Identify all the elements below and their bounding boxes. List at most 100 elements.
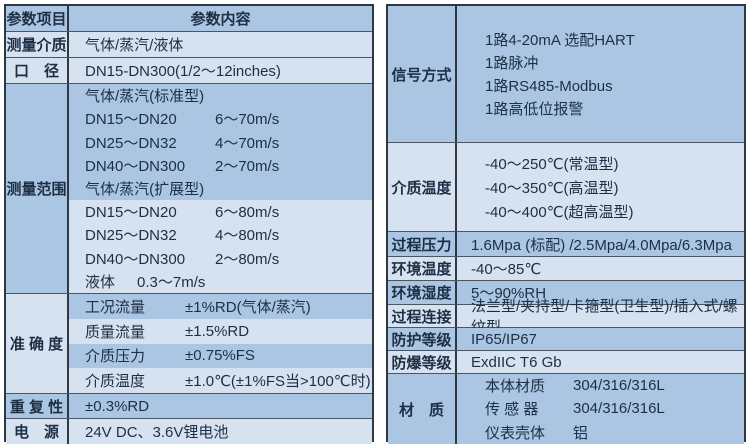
spec-line-value: ±1%RD(气体/蒸汽) (185, 298, 311, 316)
row-ambient-temperature: 环境温度 -40～85℃ (388, 257, 744, 281)
spec-line: DN25～DN32 4～80m/s (69, 223, 372, 247)
spec-line: 1路高低位报警 (485, 101, 584, 118)
row-medium-temperature: 介质温度 -40～250℃(常温型) -40～350℃(高温型) -40～400… (388, 143, 744, 232)
row-value: 法兰型/夹持型/卡箍型(卫生型)/插入式/螺纹型 (457, 298, 744, 336)
spec-line: 介质温度 ±1.0℃(±1%FS当>100℃时) (69, 368, 372, 393)
spec-line-name: DN25～DN32 (85, 134, 177, 152)
row-label: 过程压力 (388, 232, 457, 256)
row-label: 测量介质 (6, 32, 69, 57)
left-table-header-row: 参数项目 参数内容 (6, 6, 372, 32)
accuracy-lines: 工况流量 ±1%RD(气体/蒸汽) 质量流量 ±1.5%RD 介质压力 ±0.7… (69, 294, 372, 393)
row-measuring-range: 测量范围 气体/蒸汽(标准型) DN15～DN20 6～70m/s DN25～D… (6, 84, 372, 294)
spec-line-name: 气体/蒸汽(标准型) (85, 88, 205, 106)
spec-line: 仪表壳体 铝 (471, 421, 744, 444)
signal-mode-lines: 1路4-20mA 选配HART 1路脉冲 1路RS485-Modbus 1路高低… (457, 6, 744, 142)
spec-line: 1路脉冲 (485, 55, 539, 72)
spec-line: DN15～DN20 6～80m/s (69, 200, 372, 224)
spec-line: 工况流量 ±1%RD(气体/蒸汽) (69, 294, 372, 319)
spec-line-value: 4～80m/s (215, 227, 280, 245)
row-value: 气体/蒸汽/液体 (69, 32, 372, 57)
row-label: 防护等级 (388, 328, 457, 350)
row-label: 信号方式 (388, 6, 457, 142)
spec-line: 1路4-20mA 选配HART (485, 32, 635, 49)
spec-line-value: 0.3～7m/s (137, 273, 206, 291)
spec-line: 本体材质 304/316/316L (471, 374, 744, 397)
row-value: ExdIIC T6 Gb (457, 351, 744, 373)
spec-line-name: 介质温度 (85, 373, 146, 391)
spec-line: DN25～DN32 4～70m/s (69, 130, 372, 154)
spec-line: -40～400℃(超高温型) (485, 203, 634, 221)
spec-line: -40～250℃(常温型) (485, 155, 619, 173)
row-diameter: 口 径 DN15-DN300(1/2～12inches) (6, 58, 372, 84)
spec-line-value: 6～80m/s (215, 204, 280, 222)
spec-line: 1路RS485-Modbus (485, 78, 613, 95)
spec-line-name: 气体/蒸汽(扩展型) (85, 180, 205, 198)
spec-line: DN40～DN300 2～70m/s (69, 153, 372, 177)
spec-line-value: 2～80m/s (215, 250, 280, 268)
row-label: 介质温度 (388, 143, 457, 231)
row-value: IP65/IP67 (457, 328, 744, 350)
right-spec-table: 信号方式 1路4-20mA 选配HART 1路脉冲 1路RS485-Modbus… (386, 4, 746, 444)
spec-line-value: 304/316/316L (573, 377, 665, 395)
medium-temperature-lines: -40～250℃(常温型) -40～350℃(高温型) -40～400℃(超高温… (457, 143, 744, 231)
row-value: -40～85℃ (457, 257, 744, 280)
spec-line-value: 304/316/316L (573, 400, 665, 418)
row-measuring-medium: 测量介质 气体/蒸汽/液体 (6, 32, 372, 58)
column-header-param-item: 参数项目 (6, 6, 69, 31)
spec-line-name: 仪表壳体 (485, 424, 546, 442)
spec-line-value: ±1.5%RD (185, 322, 250, 340)
spec-line: 质量流量 ±1.5%RD (69, 318, 372, 344)
row-value: ±0.3%RD (69, 394, 372, 418)
row-process-pressure: 过程压力 1.6Mpa (标配) /2.5Mpa/4.0Mpa/6.3Mpa (388, 232, 744, 257)
spec-line: 气体/蒸汽(标准型) (69, 84, 372, 108)
spec-line-value: ±0.75%FS (185, 347, 255, 365)
spec-line: -40～350℃(高温型) (485, 179, 619, 197)
spec-line-name: 质量流量 (85, 323, 146, 341)
left-spec-table: 参数项目 参数内容 测量介质 气体/蒸汽/液体 口 径 DN15-DN300(1… (4, 4, 374, 444)
material-lines: 本体材质 304/316/316L 传 感 器 304/316/316L 仪表壳… (457, 374, 744, 444)
spec-line-value: 铝 (573, 424, 589, 442)
measuring-range-lines: 气体/蒸汽(标准型) DN15～DN20 6～70m/s DN25～DN32 4… (69, 84, 372, 293)
spec-line-name: 液体 (85, 273, 116, 291)
spec-line-name: DN40～DN300 (85, 157, 186, 175)
spec-line: 气体/蒸汽(扩展型) (69, 176, 372, 201)
row-ambient-humidity: 环境湿度 5～90%RH (388, 281, 744, 305)
row-accuracy: 准 确 度 工况流量 ±1%RD(气体/蒸汽) 质量流量 ±1.5%RD 介质压… (6, 294, 372, 394)
spec-line-value: ±1.0℃(±1%FS当>100℃时) (185, 373, 371, 391)
row-protection-rating: 防护等级 IP65/IP67 (388, 328, 744, 351)
row-signal-mode: 信号方式 1路4-20mA 选配HART 1路脉冲 1路RS485-Modbus… (388, 6, 744, 143)
row-label: 材 质 (388, 374, 457, 444)
row-repeatability: 重 复 性 ±0.3%RD (6, 394, 372, 419)
row-label: 防爆等级 (388, 351, 457, 373)
row-power: 电 源 24V DC、3.6V锂电池 (6, 419, 372, 444)
row-process-connection: 过程连接 法兰型/夹持型/卡箍型(卫生型)/插入式/螺纹型 (388, 298, 744, 336)
spec-line-name: 介质压力 (85, 348, 146, 366)
row-label: 准 确 度 (6, 294, 69, 393)
column-header-param-content: 参数内容 (69, 6, 372, 31)
spec-line-value: 4～70m/s (215, 134, 280, 152)
spec-line: 介质压力 ±0.75%FS (69, 343, 372, 369)
spec-line: 传 感 器 304/316/316L (471, 397, 744, 420)
spec-line-value: 6～70m/s (215, 111, 280, 129)
row-value: 24V DC、3.6V锂电池 (69, 419, 372, 444)
spec-line: DN15～DN20 6～70m/s (69, 107, 372, 131)
spec-line-name: DN15～DN20 (85, 111, 177, 129)
row-label: 测量范围 (6, 84, 69, 293)
row-label: 环境温度 (388, 257, 457, 280)
row-label: 口 径 (6, 58, 69, 83)
row-label: 重 复 性 (6, 394, 69, 418)
spec-line-value: 2～70m/s (215, 157, 280, 175)
spec-line-name: DN40～DN300 (85, 250, 186, 268)
spec-line-name: 工况流量 (85, 298, 146, 316)
spec-line-name: DN25～DN32 (85, 227, 177, 245)
spec-line: 液体 0.3～7m/s (69, 269, 372, 293)
row-label: 过程连接 (388, 305, 457, 327)
row-label: 环境湿度 (388, 281, 457, 304)
row-label: 电 源 (6, 419, 69, 444)
row-value: 1.6Mpa (标配) /2.5Mpa/4.0Mpa/6.3Mpa (457, 232, 744, 256)
spec-line: DN40～DN300 2～80m/s (69, 246, 372, 270)
row-material: 材 质 本体材质 304/316/316L 传 感 器 304/316/316L… (388, 374, 744, 444)
row-explosion-proof-rating: 防爆等级 ExdIIC T6 Gb (388, 351, 744, 374)
spec-line-name: 传 感 器 (485, 401, 539, 419)
